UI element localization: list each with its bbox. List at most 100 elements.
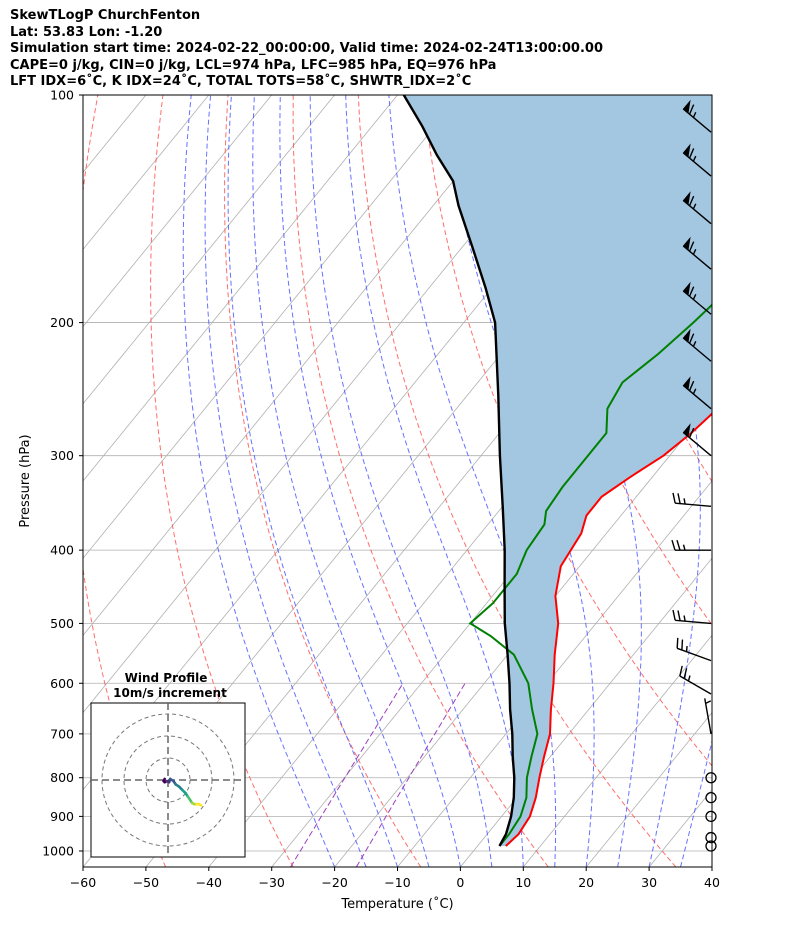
x-axis-label: Temperature (˚C) [340,896,453,912]
barb-half-feather [692,203,697,210]
barb-full-feather [672,609,676,621]
barb-full-feather [676,637,679,649]
isotherm-gridline [83,95,210,251]
wind-barb [682,281,712,315]
wind-barb [679,665,712,695]
wind-barb [705,831,717,844]
y-axis-label: Pressure (hPa) [18,434,33,527]
y-tick-label: 600 [50,676,74,691]
isotherm-gridline [522,634,712,867]
barb-full-feather [681,639,684,651]
wind-barb [682,236,712,270]
x-tick-label: −30 [259,875,285,890]
calm-wind-circle [705,810,717,823]
cape-area-layer [403,95,712,846]
barb-half-feather [692,111,697,118]
barb-staff [679,675,712,695]
convective-parameters: CAPE=0 j/kg, CIN=0 j/kg, LCL=974 hPa, LF… [10,57,497,73]
moist-adiabat [345,95,524,867]
x-tick-label: −10 [384,875,410,890]
hodograph-plot [91,703,245,857]
profile-lines-layer [402,95,712,847]
chart-header: SkewTLogP ChurchFenton Lat: 53.83 Lon: -… [10,8,603,91]
x-tick-label: −60 [70,875,96,890]
barb-half-feather [682,544,686,551]
barb-full-feather [671,539,676,551]
barb-full-feather [688,286,695,297]
mixing-ratio-line [355,683,466,867]
wind-barb [672,492,712,508]
calm-wind-circle [705,840,717,852]
mixing-ratio-line [290,683,404,867]
barb-half-feather [692,248,697,255]
barb-pennant [682,328,691,343]
y-tick-label: 200 [50,315,74,330]
barb-staff [676,647,712,662]
barb-staff [675,502,712,508]
barb-full-feather [683,668,688,679]
barb-pennant [682,281,691,296]
isotherm-gridline [83,95,524,637]
barb-full-feather [688,195,695,206]
barb-staff [704,698,712,734]
parcel-path-line [402,95,516,847]
barb-half-feather [692,388,697,395]
barb-pennant [682,376,691,391]
y-tick-label: 300 [50,448,74,463]
isotherm-gridline [83,95,461,559]
barb-half-feather [683,498,686,505]
y-tick-label: 400 [50,543,74,558]
barb-full-feather [677,610,681,621]
barb-full-feather [688,148,695,159]
y-tick-label: 100 [50,88,74,103]
wind-barb [705,810,717,823]
moist-adiabat [204,95,367,867]
isotherm-gridline [83,95,335,405]
isotherm-gridline [83,95,84,96]
station-location: Lat: 53.83 Lon: -1.20 [10,24,163,40]
moist-adiabat [309,95,493,867]
hodograph-title: Wind Profile [125,671,208,685]
simulation-times: Simulation start time: 2024-02-22_00:00:… [10,41,603,56]
hodograph-subtitle: 10m/s increment [113,686,227,700]
barb-staff [675,619,712,625]
wind-barbs-layer [671,99,717,852]
wind-barb [676,637,712,662]
x-tick-label: 40 [704,875,720,890]
dry-adiabat [150,95,294,867]
barb-full-feather [688,427,695,438]
barb-pennant [682,423,691,438]
y-tick-label: 900 [50,809,74,824]
wind-barb [682,143,712,177]
barb-full-feather [688,104,695,115]
isotherm-gridline [460,557,712,867]
x-tick-label: 0 [456,875,464,890]
wind-barb [671,539,711,551]
moist-adiabat [182,95,336,867]
wind-barb [672,609,712,625]
x-tick-label: −20 [321,875,347,890]
barb-full-feather [688,241,695,252]
barb-full-feather [679,665,683,677]
calm-wind-circle [705,772,717,784]
moist-adiabat [711,865,712,867]
barb-pennant [682,191,691,206]
wind-barb [682,99,712,133]
wind-barb [705,772,717,784]
dry-adiabat [224,95,422,867]
moist-adiabat [227,95,398,867]
x-tick-label: 30 [641,875,657,890]
x-tick-label: −50 [133,875,159,890]
wind-barb [682,376,712,410]
barb-half-feather [692,294,697,300]
dewpoint-line [468,303,712,847]
barb-half-feather [692,340,697,347]
calm-wind-circle [705,791,717,804]
axes-layer: −60 −50 −40 −30 −20 −10 0 10 20 30 40 100 200 300 400 5… [42,88,720,891]
moist-adiabat [279,95,461,867]
barb-half-feather [705,700,712,704]
wind-barb [705,840,717,852]
x-tick-label: 20 [578,875,594,890]
y-tick-label: 700 [50,726,74,741]
